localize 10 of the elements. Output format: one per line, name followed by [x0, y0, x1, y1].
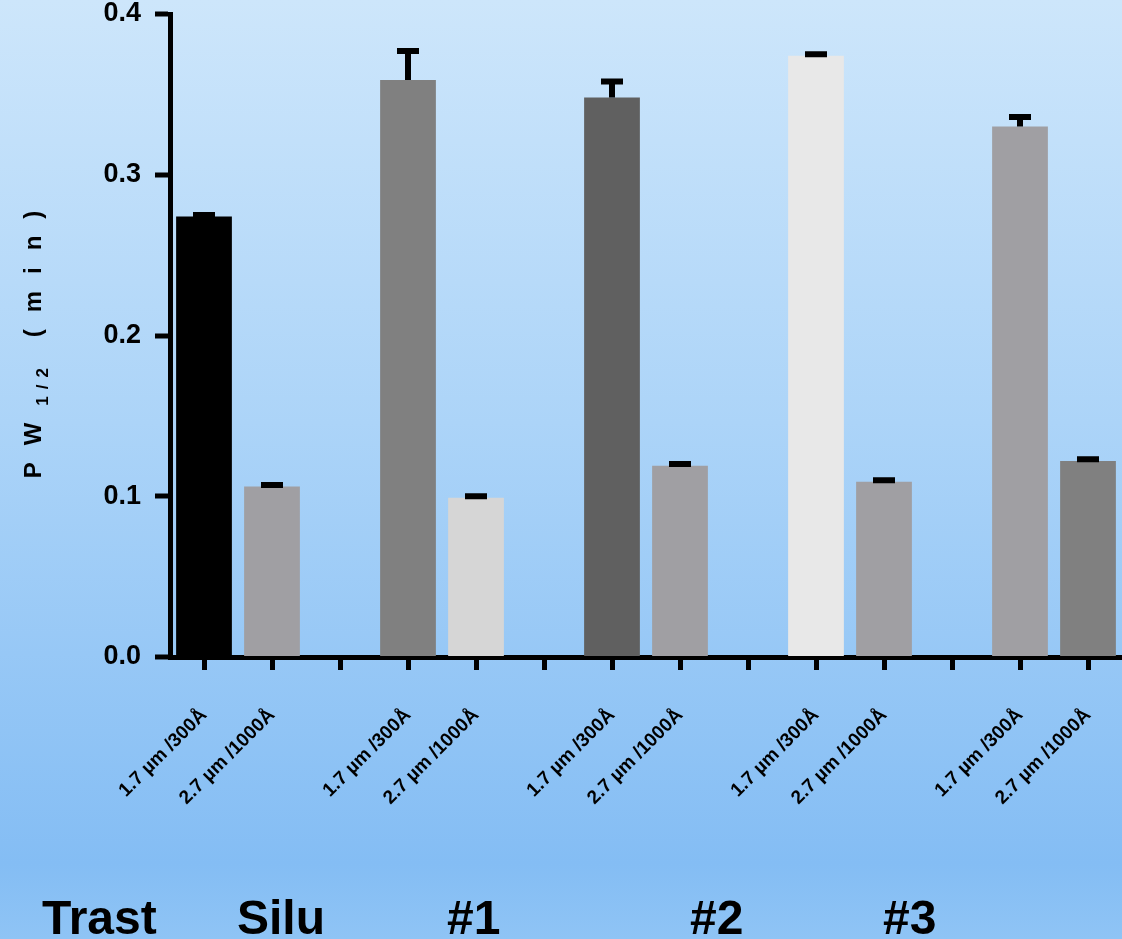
- text: Trast: [42, 891, 157, 939]
- y-tick-label: 0.3: [103, 158, 141, 189]
- text: #1: [447, 891, 501, 939]
- text: #3: [883, 891, 937, 939]
- y-tick-label: 0.4: [103, 0, 141, 28]
- y-tick-label: 0.0: [103, 640, 141, 671]
- text: #2: [690, 891, 744, 939]
- text: Silu: [237, 891, 326, 939]
- y-tick-label: 0.1: [103, 479, 141, 510]
- y-tick-label: 0.2: [103, 318, 141, 349]
